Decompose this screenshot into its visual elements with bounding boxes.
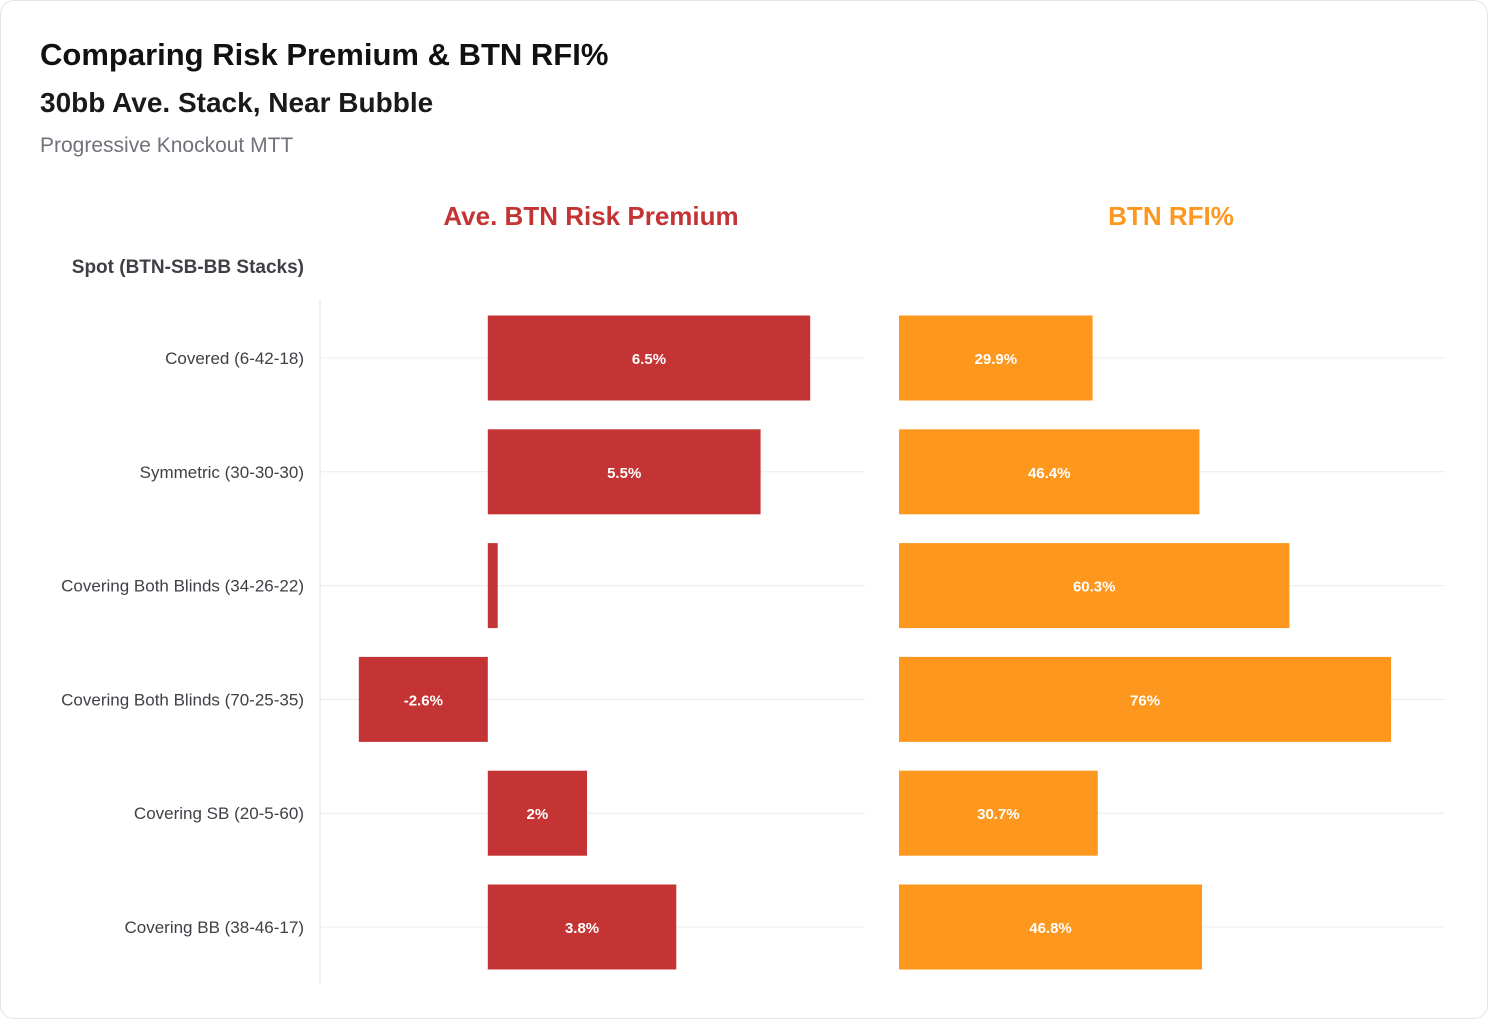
risk-premium-bar bbox=[487, 770, 587, 856]
rfi-bar bbox=[899, 884, 1203, 970]
rfi-panel-title: BTN RFI% bbox=[1108, 201, 1234, 231]
risk-premium-data-label: 5.5% bbox=[607, 465, 641, 482]
risk-premium-panel: Ave. BTN Risk Premium 6.5% 5.5% -2.6% 2% 3.8% bbox=[358, 201, 811, 970]
risk-premium-data-label: 3.8% bbox=[565, 920, 599, 937]
rfi-data-label: 46.4% bbox=[1028, 465, 1071, 482]
chart-caption: Progressive Knockout MTT bbox=[40, 134, 294, 157]
rfi-panel: BTN RFI% 29.9% 46.4% 60.3% 76% 30.7% 46.8% bbox=[899, 201, 1392, 970]
rfi-bar bbox=[899, 656, 1392, 742]
rfi-data-label: 30.7% bbox=[977, 806, 1020, 823]
category-label: Covered (6-42-18) bbox=[165, 349, 304, 368]
rfi-data-label: 29.9% bbox=[975, 351, 1018, 368]
risk-premium-bar bbox=[358, 656, 488, 742]
rfi-data-label: 76% bbox=[1130, 692, 1160, 709]
chart-title: Comparing Risk Premium & BTN RFI% bbox=[40, 37, 609, 72]
category-labels: Covered (6-42-18) Symmetric (30-30-30) Cov… bbox=[61, 349, 304, 937]
risk-premium-data-label: 6.5% bbox=[632, 351, 666, 368]
risk-premium-bar bbox=[487, 543, 498, 629]
category-label: Covering Both Blinds (70-25-35) bbox=[61, 690, 304, 709]
rfi-data-label: 46.8% bbox=[1029, 920, 1072, 937]
rfi-bar bbox=[899, 315, 1093, 401]
risk-premium-bar bbox=[487, 884, 677, 970]
rfi-bar bbox=[899, 543, 1290, 629]
risk-premium-bar bbox=[487, 429, 761, 515]
category-label: Covering BB (38-46-17) bbox=[124, 918, 304, 937]
risk-premium-bar bbox=[487, 315, 811, 401]
risk-premium-data-label: -2.6% bbox=[404, 692, 443, 709]
category-label: Covering Both Blinds (34-26-22) bbox=[61, 577, 304, 596]
risk-premium-data-label: 2% bbox=[527, 806, 549, 823]
rfi-bar bbox=[899, 770, 1098, 856]
chart-subtitle: 30bb Ave. Stack, Near Bubble bbox=[40, 87, 434, 118]
category-label: Covering SB (20-5-60) bbox=[134, 804, 304, 823]
category-axis-title: Spot (BTN-SB-BB Stacks) bbox=[72, 257, 304, 278]
rfi-data-label: 60.3% bbox=[1073, 579, 1116, 596]
risk-premium-panel-title: Ave. BTN Risk Premium bbox=[443, 201, 738, 231]
category-label: Symmetric (30-30-30) bbox=[140, 463, 304, 482]
rfi-bar bbox=[899, 429, 1200, 515]
